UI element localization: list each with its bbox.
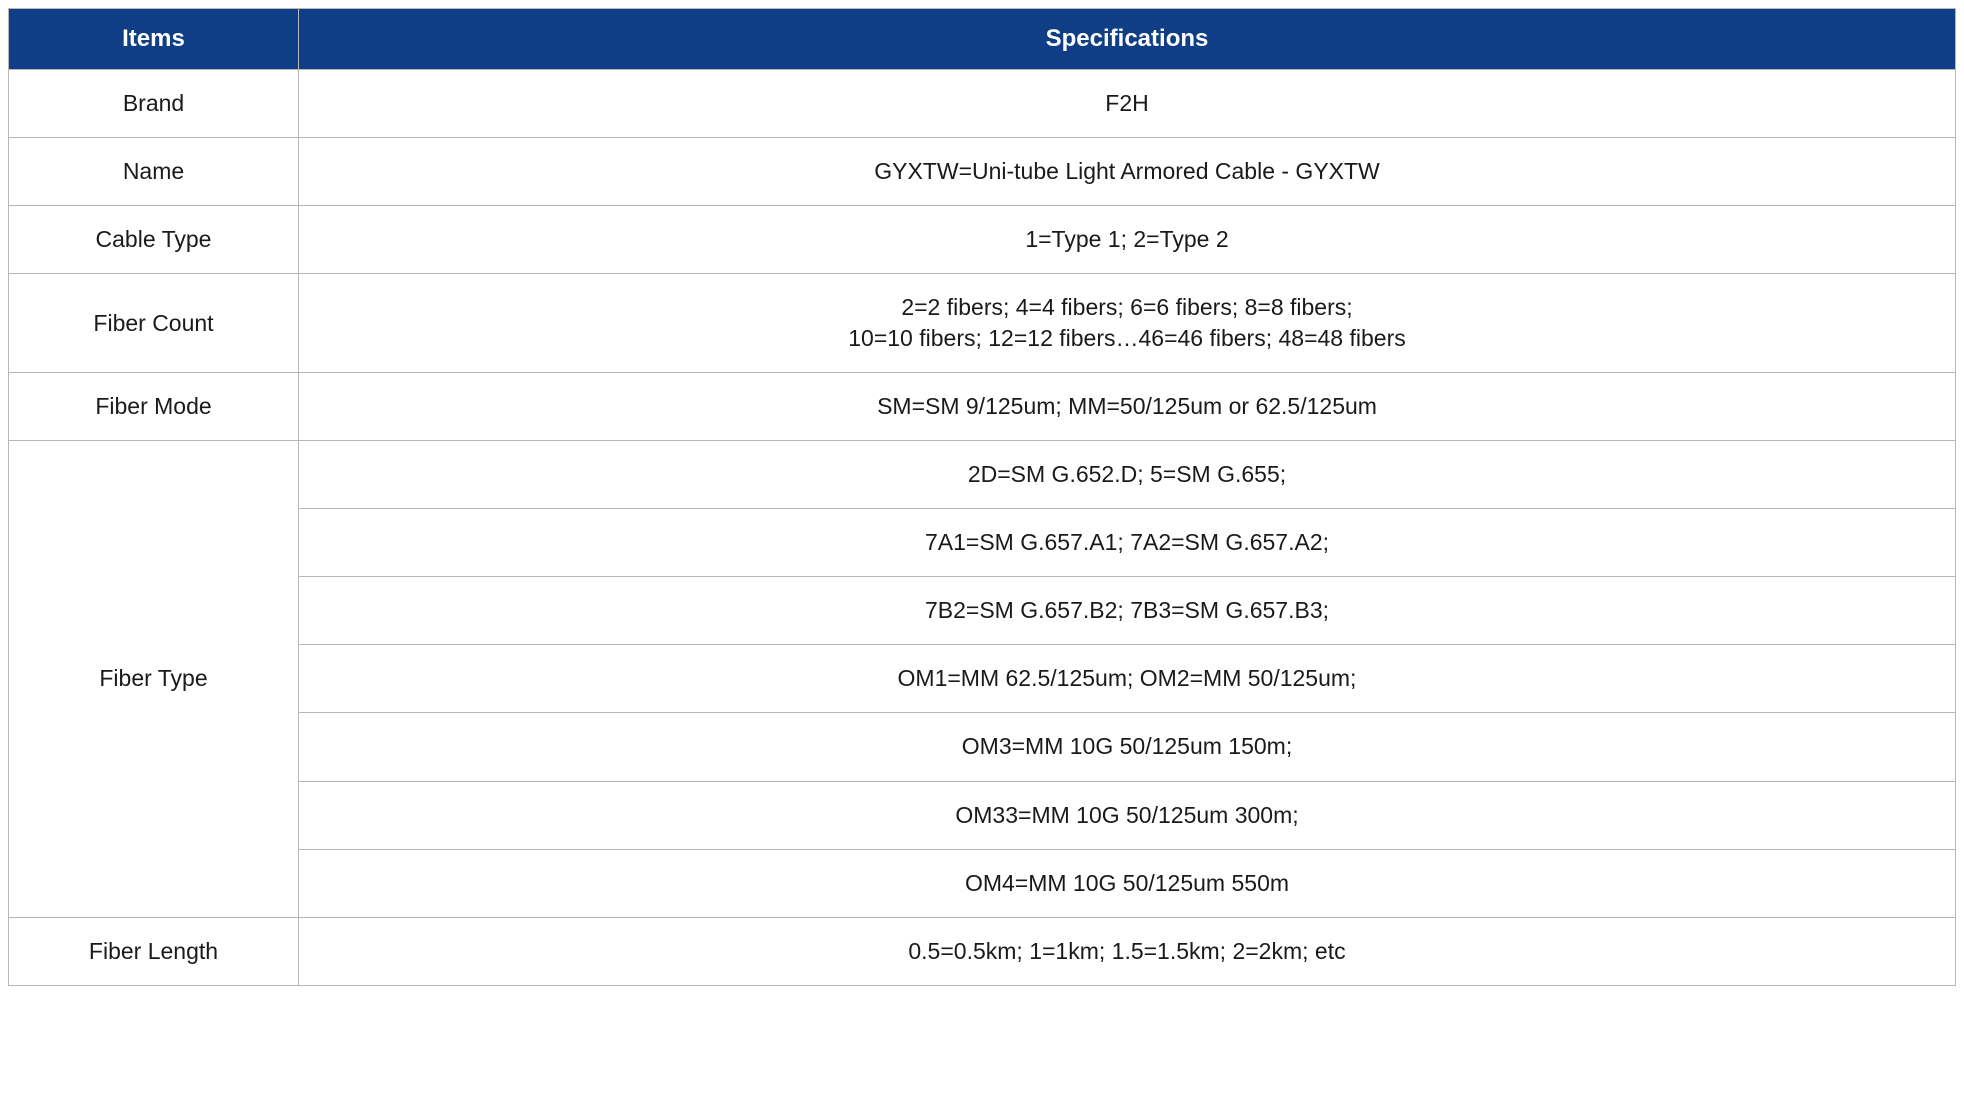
spec-line: SM=SM 9/125um; MM=50/125um or 62.5/125um <box>309 391 1945 422</box>
table-row: Fiber Count 2=2 fibers; 4=4 fibers; 6=6 … <box>9 274 1956 373</box>
spec-line: OM4=MM 10G 50/125um 550m <box>309 868 1945 899</box>
spec-line: 0.5=0.5km; 1=1km; 1.5=1.5km; 2=2km; etc <box>309 936 1945 967</box>
item-cell-name: Name <box>9 138 299 206</box>
spec-line: 2=2 fibers; 4=4 fibers; 6=6 fibers; 8=8 … <box>309 292 1945 323</box>
specifications-table: Items Specifications Brand F2H Name GYXT… <box>8 8 1956 986</box>
spec-cell-fiber-type-2: 7A1=SM G.657.A1; 7A2=SM G.657.A2; <box>299 509 1956 577</box>
spec-cell-fiber-type-3: 7B2=SM G.657.B2; 7B3=SM G.657.B3; <box>299 577 1956 645</box>
table-header-row: Items Specifications <box>9 9 1956 70</box>
spec-cell-cable-type: 1=Type 1; 2=Type 2 <box>299 206 1956 274</box>
spec-cell-name: GYXTW=Uni-tube Light Armored Cable - GYX… <box>299 138 1956 206</box>
table-row: Fiber Mode SM=SM 9/125um; MM=50/125um or… <box>9 373 1956 441</box>
spec-line: F2H <box>309 88 1945 119</box>
item-cell-fiber-length: Fiber Length <box>9 917 299 985</box>
spec-cell-fiber-type-7: OM4=MM 10G 50/125um 550m <box>299 849 1956 917</box>
table-row: Fiber Type 2D=SM G.652.D; 5=SM G.655; <box>9 441 1956 509</box>
table-row: OM1=MM 62.5/125um; OM2=MM 50/125um; <box>9 645 1956 713</box>
spec-cell-fiber-length: 0.5=0.5km; 1=1km; 1.5=1.5km; 2=2km; etc <box>299 917 1956 985</box>
table-row: OM33=MM 10G 50/125um 300m; <box>9 781 1956 849</box>
spec-line: OM3=MM 10G 50/125um 150m; <box>309 731 1945 762</box>
table-row: OM3=MM 10G 50/125um 150m; <box>9 713 1956 781</box>
spec-line: 7A1=SM G.657.A1; 7A2=SM G.657.A2; <box>309 527 1945 558</box>
spec-cell-brand: F2H <box>299 70 1956 138</box>
spec-cell-fiber-type-1: 2D=SM G.652.D; 5=SM G.655; <box>299 441 1956 509</box>
table-row: Brand F2H <box>9 70 1956 138</box>
table-row: 7A1=SM G.657.A1; 7A2=SM G.657.A2; <box>9 509 1956 577</box>
column-header-specifications: Specifications <box>299 9 1956 70</box>
column-header-items: Items <box>9 9 299 70</box>
spec-line: 1=Type 1; 2=Type 2 <box>309 224 1945 255</box>
spec-cell-fiber-type-6: OM33=MM 10G 50/125um 300m; <box>299 781 1956 849</box>
item-cell-fiber-count: Fiber Count <box>9 274 299 373</box>
item-cell-fiber-mode: Fiber Mode <box>9 373 299 441</box>
table-row: Cable Type 1=Type 1; 2=Type 2 <box>9 206 1956 274</box>
spec-cell-fiber-type-5: OM3=MM 10G 50/125um 150m; <box>299 713 1956 781</box>
spec-cell-fiber-mode: SM=SM 9/125um; MM=50/125um or 62.5/125um <box>299 373 1956 441</box>
table-row: 7B2=SM G.657.B2; 7B3=SM G.657.B3; <box>9 577 1956 645</box>
spec-line: 7B2=SM G.657.B2; 7B3=SM G.657.B3; <box>309 595 1945 626</box>
table-row: Name GYXTW=Uni-tube Light Armored Cable … <box>9 138 1956 206</box>
table-row: Fiber Length 0.5=0.5km; 1=1km; 1.5=1.5km… <box>9 917 1956 985</box>
spec-cell-fiber-type-4: OM1=MM 62.5/125um; OM2=MM 50/125um; <box>299 645 1956 713</box>
spec-line: OM33=MM 10G 50/125um 300m; <box>309 800 1945 831</box>
spec-line: GYXTW=Uni-tube Light Armored Cable - GYX… <box>309 156 1945 187</box>
spec-cell-fiber-count: 2=2 fibers; 4=4 fibers; 6=6 fibers; 8=8 … <box>299 274 1956 373</box>
table-row: OM4=MM 10G 50/125um 550m <box>9 849 1956 917</box>
spec-line: 2D=SM G.652.D; 5=SM G.655; <box>309 459 1945 490</box>
spec-line: 10=10 fibers; 12=12 fibers…46=46 fibers;… <box>309 323 1945 354</box>
item-cell-cable-type: Cable Type <box>9 206 299 274</box>
spec-line: OM1=MM 62.5/125um; OM2=MM 50/125um; <box>309 663 1945 694</box>
item-cell-brand: Brand <box>9 70 299 138</box>
item-cell-fiber-type: Fiber Type <box>9 441 299 917</box>
